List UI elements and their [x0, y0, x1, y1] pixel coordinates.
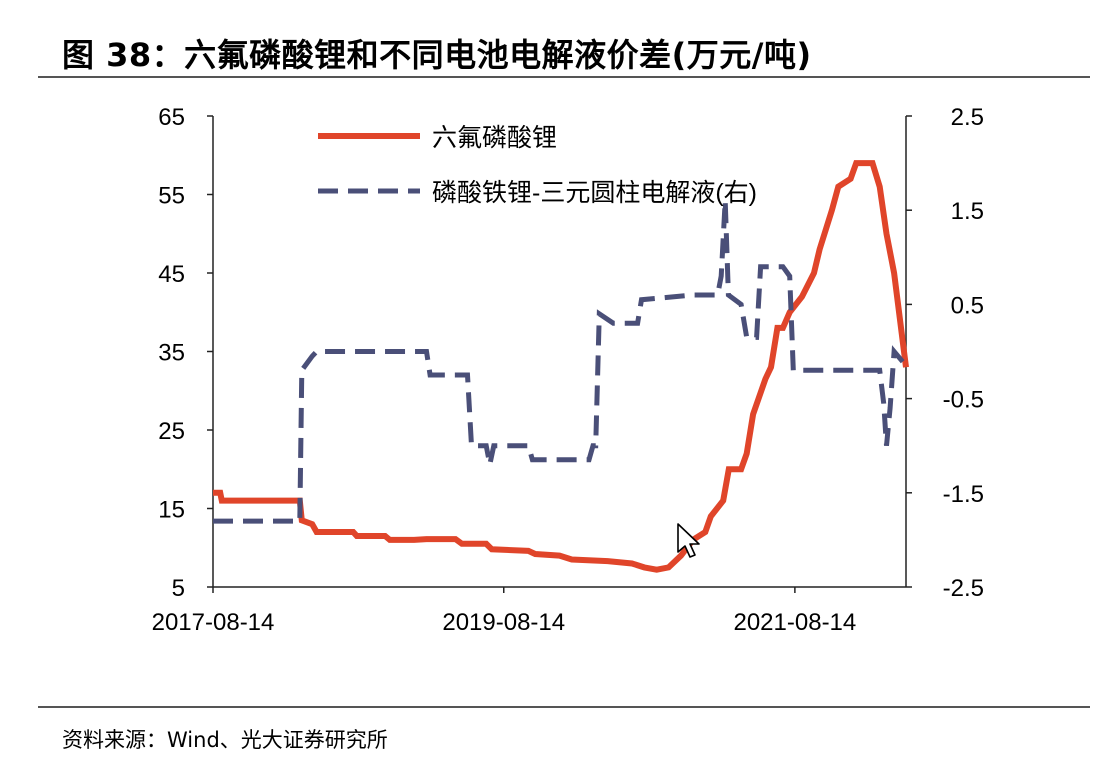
legend-label-1: 六氟磷酸锂: [432, 124, 557, 152]
y-right-tick-label: 1.5: [951, 198, 984, 225]
y-left-tick-label: 55: [158, 183, 185, 210]
y-left-tick-label: 65: [158, 104, 185, 131]
mouse-pointer-icon: [677, 523, 700, 558]
y-right-tick-label: 2.5: [951, 104, 984, 131]
series-line-1: [213, 160, 909, 573]
title-rule: [38, 76, 1090, 78]
source-rule: [38, 706, 1090, 708]
legend-label-2: 磷酸铁锂-三元圆柱电解液(右): [432, 179, 757, 207]
y-left-tick-label: 15: [158, 497, 185, 524]
source-note: 资料来源：Wind、光大证券研究所: [62, 728, 388, 752]
chart-axes: 65 55 45 35 25 15 5 2.5 1.5 0.5 -0.5 -1.5 -2.5 2017-0…: [152, 104, 984, 636]
y-left-tick-label: 25: [158, 418, 185, 445]
chart-series: [213, 160, 909, 573]
y-left-tick-label: 45: [158, 261, 185, 288]
y-right-tick-label: -2.5: [943, 575, 984, 602]
x-tick-label: 2019-08-14: [442, 609, 565, 636]
y-right-tick-label: 0.5: [951, 292, 984, 319]
series-line-2: [213, 200, 908, 524]
x-tick-label: 2021-08-14: [733, 609, 856, 636]
y-right-tick-label: -0.5: [943, 387, 984, 414]
y-left-tick-label: 5: [172, 575, 185, 602]
y-left-tick-label: 35: [158, 340, 185, 367]
figure-title: 图 38：六氟磷酸锂和不同电池电解液价差(万元/吨): [62, 36, 812, 74]
y-right-tick-label: -1.5: [943, 481, 984, 508]
x-tick-label: 2017-08-14: [152, 609, 275, 636]
